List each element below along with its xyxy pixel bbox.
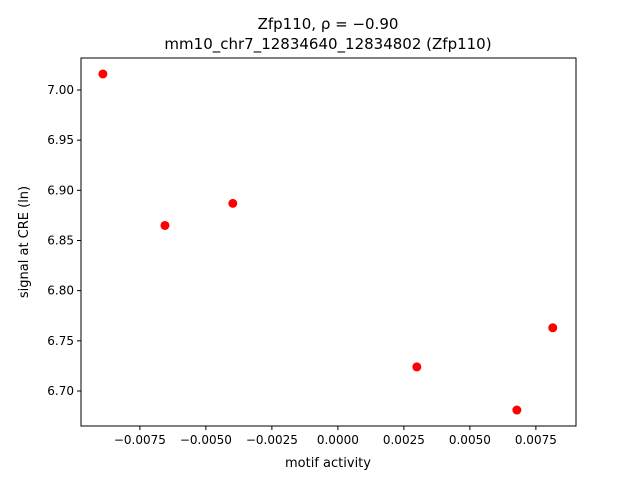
x-tick-label: 0.0025: [383, 433, 425, 447]
y-tick-label: 6.90: [47, 183, 74, 197]
y-tick-label: 7.00: [47, 83, 74, 97]
chart-subtitle: mm10_chr7_12834640_12834802 (Zfp110): [164, 35, 491, 54]
scatter-point: [160, 220, 170, 230]
y-tick-label: 6.80: [47, 284, 74, 298]
y-tick-label: 6.75: [47, 334, 74, 348]
x-axis-label: motif activity: [285, 456, 371, 471]
y-tick-label: 6.95: [47, 133, 74, 147]
scatter-point: [98, 69, 108, 79]
scatter-point: [228, 198, 238, 208]
y-tick-label: 6.70: [47, 384, 74, 398]
scatter-point: [412, 362, 422, 372]
y-axis-label: signal at CRE (ln): [17, 186, 32, 298]
chart-title: Zfp110, ρ = −0.90: [258, 15, 399, 33]
x-tick-label: −0.0075: [114, 433, 166, 447]
x-tick-label: −0.0025: [246, 433, 298, 447]
plot-frame: [80, 57, 577, 427]
scatter-point: [548, 323, 558, 333]
y-tick-label: 6.85: [47, 233, 74, 247]
x-tick-label: 0.0075: [515, 433, 557, 447]
x-tick-label: −0.0050: [180, 433, 232, 447]
scatter-point: [512, 405, 522, 415]
x-tick-label: 0.0000: [317, 433, 359, 447]
x-tick-label: 0.0050: [449, 433, 491, 447]
